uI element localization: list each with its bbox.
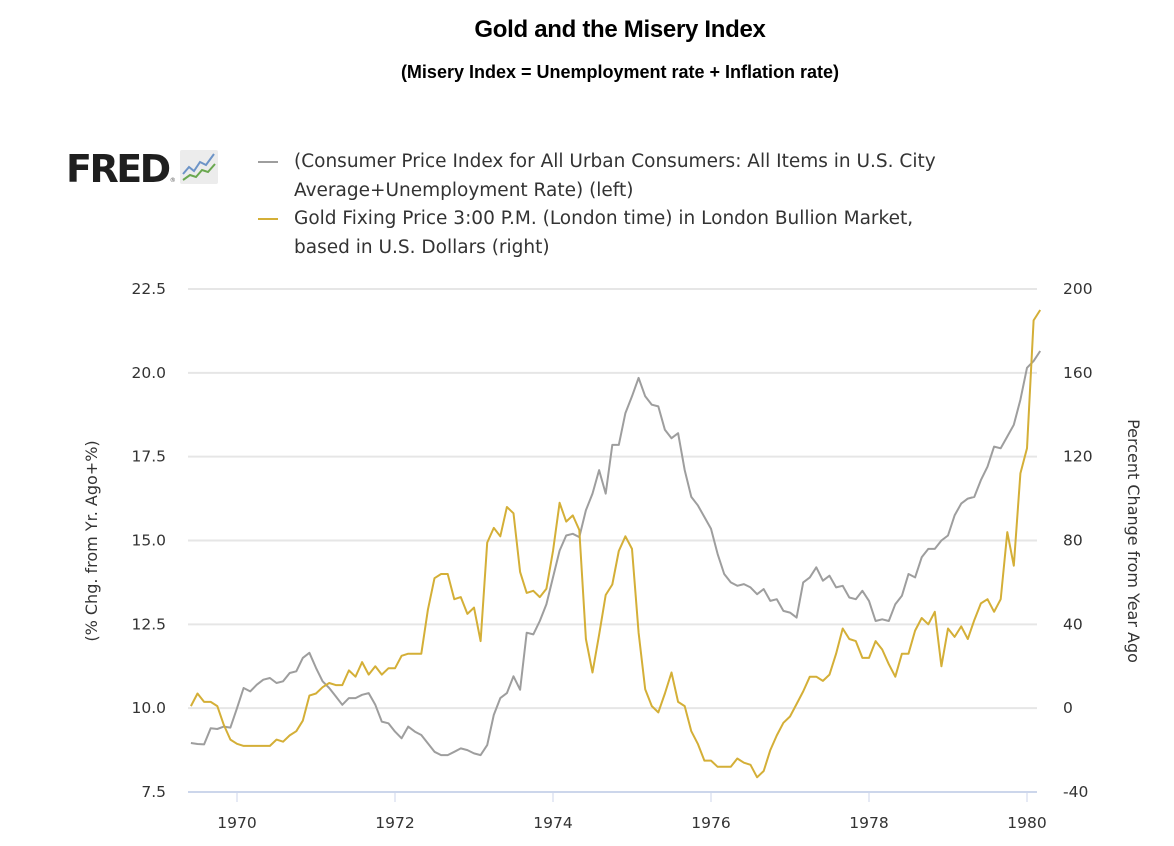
legend-label: (Consumer Price Index for All Urban Cons… [294,151,936,201]
chart-subtitle: (Misery Index = Unemployment rate + Infl… [400,62,840,82]
chart-title: Gold and the Misery Index [474,16,766,43]
fred-logo-text: FRED [66,147,171,191]
legend-label: Gold Fixing Price 3:00 P.M. (London time… [294,208,914,258]
right-tick-label: 160 [1063,364,1093,382]
series-line-gold[interactable] [190,309,1042,779]
left-tick-label: 17.5 [131,448,166,466]
legend-item-gold[interactable]: Gold Fixing Price 3:00 P.M. (London time… [258,205,978,262]
legend-item-misery-index[interactable]: (Consumer Price Index for All Urban Cons… [258,148,978,205]
gridlines [188,288,1037,710]
x-tick-label: 1972 [375,814,414,832]
left-tick-label: 10.0 [131,699,166,717]
left-tick-label: 22.5 [131,280,166,298]
right-axis-title: Percent Change from Year Ago [1124,419,1143,663]
fred-graph-icon [179,150,218,184]
right-tick-label: 40 [1063,615,1083,633]
right-tick-label: 0 [1063,699,1073,717]
x-tick-label: 1970 [217,814,256,832]
left-axis-title: (% Chg. from Yr. Ago+%) [82,440,101,641]
x-tick-label: 1974 [533,814,572,832]
right-y-axis: -40 0 40 80 120 160 200 [1063,280,1093,801]
series-lines [190,309,1042,779]
chart-legend: (Consumer Price Index for All Urban Cons… [258,148,978,262]
right-tick-label: 200 [1063,280,1093,298]
left-tick-label: 12.5 [131,615,166,633]
left-y-axis: 7.5 10.0 12.5 15.0 17.5 20.0 22.5 [131,280,166,801]
series-line-misery-index[interactable] [190,350,1042,757]
right-tick-label: 80 [1063,532,1083,550]
left-tick-label: 7.5 [141,783,166,801]
x-tick-label: 1976 [691,814,730,832]
legend-swatch-gray [258,161,278,163]
left-tick-label: 15.0 [131,532,166,550]
x-axis: 1970 1972 1974 1976 1978 1980 [188,791,1047,832]
x-tick-label: 1980 [1007,814,1046,832]
legend-swatch-gold [258,218,278,220]
left-tick-label: 20.0 [131,364,166,382]
fred-logo: FRED ® [66,146,218,191]
x-tick-label: 1978 [849,814,888,832]
right-tick-label: -40 [1063,783,1088,801]
right-tick-label: 120 [1063,448,1093,466]
registered-mark: ® [169,177,176,184]
